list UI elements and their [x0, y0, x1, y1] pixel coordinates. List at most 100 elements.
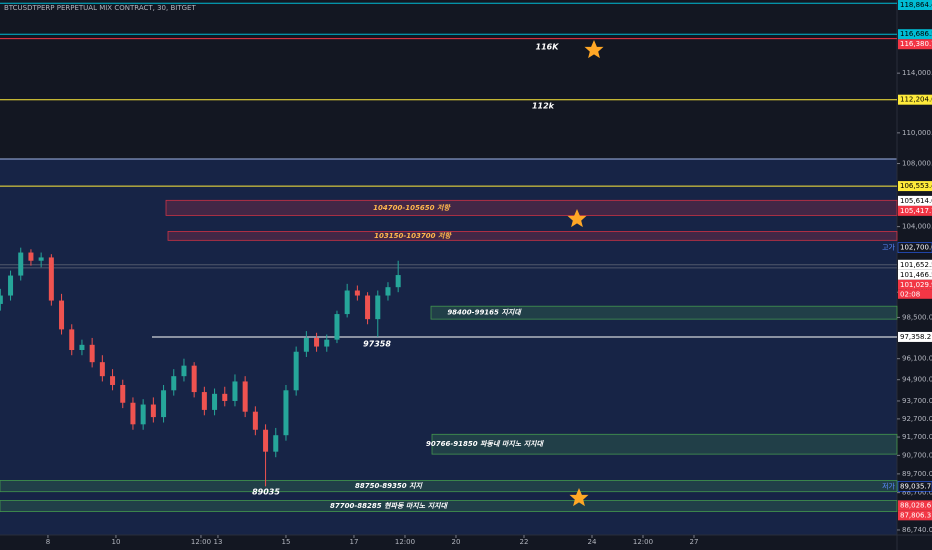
zone: [167, 231, 898, 241]
x-tick-label: 13: [213, 538, 222, 546]
price-label: 116,380.7: [900, 40, 932, 48]
price-label-box: [898, 181, 932, 192]
price-label: 106,553.4: [900, 182, 932, 190]
y-tick-label: 108,000.0: [902, 160, 932, 168]
price-label-box: [897, 481, 932, 492]
candle-body: [150, 404, 156, 418]
price-label-box: [898, 259, 932, 270]
candle-body: [212, 393, 218, 410]
price-label: 105,614.6: [900, 197, 932, 205]
candle-body: [48, 257, 54, 301]
stars: [567, 40, 604, 507]
price-label: 97,358.2: [900, 333, 931, 341]
candle-body: [0, 295, 3, 304]
zone: [0, 500, 898, 512]
candle-body: [130, 402, 136, 425]
price-label: 102,700.0: [900, 244, 932, 252]
x-tick-label: 12:00: [395, 538, 415, 546]
x-tick-label: 22: [520, 538, 529, 546]
candle-body: [303, 337, 309, 352]
candle-body: [18, 252, 24, 276]
annotation: 112k: [532, 102, 555, 111]
price-label-box: [898, 94, 932, 105]
candle-body: [273, 435, 279, 452]
zone-label: 103150-103700 저항: [374, 232, 452, 240]
x-tick-label: 8: [46, 538, 50, 546]
price-tag: 고가: [882, 243, 895, 252]
zone-label: 104700-105650 저항: [373, 204, 451, 212]
price-label-box: [898, 331, 932, 342]
price-label: 88,028.6: [900, 501, 932, 509]
candle-body: [324, 339, 330, 347]
price-label-box: [898, 39, 932, 50]
candle-body: [385, 287, 391, 296]
candle-body: [28, 252, 34, 261]
zone-label: 88750-89350 지지: [355, 482, 423, 490]
candle-body: [69, 329, 75, 351]
price-label: 101,466.5: [900, 271, 932, 279]
price-label-box: [898, 205, 932, 216]
candle-body: [59, 300, 65, 330]
zone: [0, 480, 898, 493]
price-label: 89,035.7: [900, 482, 931, 490]
price-tag: 02:08: [900, 290, 920, 298]
price-label-box: [898, 269, 932, 280]
price-label-box: [898, 500, 932, 511]
price-label: 118,864.4: [900, 1, 932, 9]
price-label-box: [898, 29, 932, 40]
star-icon: [584, 40, 604, 59]
annotation: 116K: [536, 43, 560, 52]
y-tick-label: 96,100.0: [902, 355, 932, 363]
price-label: 101,652.5: [900, 261, 932, 269]
candle-body: [171, 376, 177, 391]
candle-body: [344, 290, 350, 315]
y-tick-label: 91,700.0: [902, 433, 932, 441]
candle-body: [395, 275, 401, 288]
x-tick-label: 10: [111, 538, 120, 546]
y-tick-label: 92,700.0: [902, 415, 932, 423]
y-tick-label: 93,700.0: [902, 397, 932, 405]
candle-body: [140, 404, 146, 425]
zone: [430, 305, 898, 320]
x-tick-label: 12:00: [191, 538, 211, 546]
candle-body: [161, 390, 167, 418]
zone: [431, 433, 898, 455]
x-tick-label: 20: [452, 538, 461, 546]
candle-body: [99, 362, 105, 377]
price-label-box: [898, 279, 932, 290]
zone-label: 87700-88285 현파동 마지노 지지대: [330, 502, 448, 510]
candle-body: [191, 365, 197, 393]
price-label-box: [898, 195, 932, 206]
y-tick-label: 98,500.0: [902, 313, 932, 321]
y-tick-label: 114,000.0: [902, 69, 932, 77]
y-tick-label: 86,740.0: [902, 526, 932, 534]
candle-body: [89, 344, 95, 363]
y-tick-label: 90,700.0: [902, 451, 932, 459]
annotation: 89035: [252, 488, 280, 497]
candle-body: [79, 344, 85, 351]
candle-body: [120, 384, 126, 403]
highlight-region: [0, 159, 897, 535]
candle-body: [222, 393, 228, 401]
candle-body: [38, 257, 44, 261]
annotation: 97358: [363, 340, 391, 349]
x-tick-label: 24: [588, 538, 597, 546]
candle-body: [181, 365, 187, 377]
candle-body: [263, 429, 269, 452]
price-tag: 저가: [882, 481, 895, 490]
zone-label: 98400-99165 지지대: [447, 309, 522, 317]
y-tick-label: 89,700.0: [902, 470, 932, 478]
price-label-box: [898, 510, 932, 521]
zone: [165, 199, 898, 216]
candle-body: [293, 351, 299, 391]
x-tick-label: 27: [690, 538, 699, 546]
candle-body: [354, 290, 360, 296]
price-label-box: [898, 0, 932, 10]
price-tag-box: [898, 289, 932, 299]
candle-body: [375, 295, 381, 320]
y-tick-label: 104,000.0: [902, 223, 932, 231]
zone-label: 90766-91850 파동내 마지노 지지대: [426, 440, 544, 448]
star-icon: [567, 209, 587, 228]
price-label: 101,029.9: [900, 281, 932, 289]
